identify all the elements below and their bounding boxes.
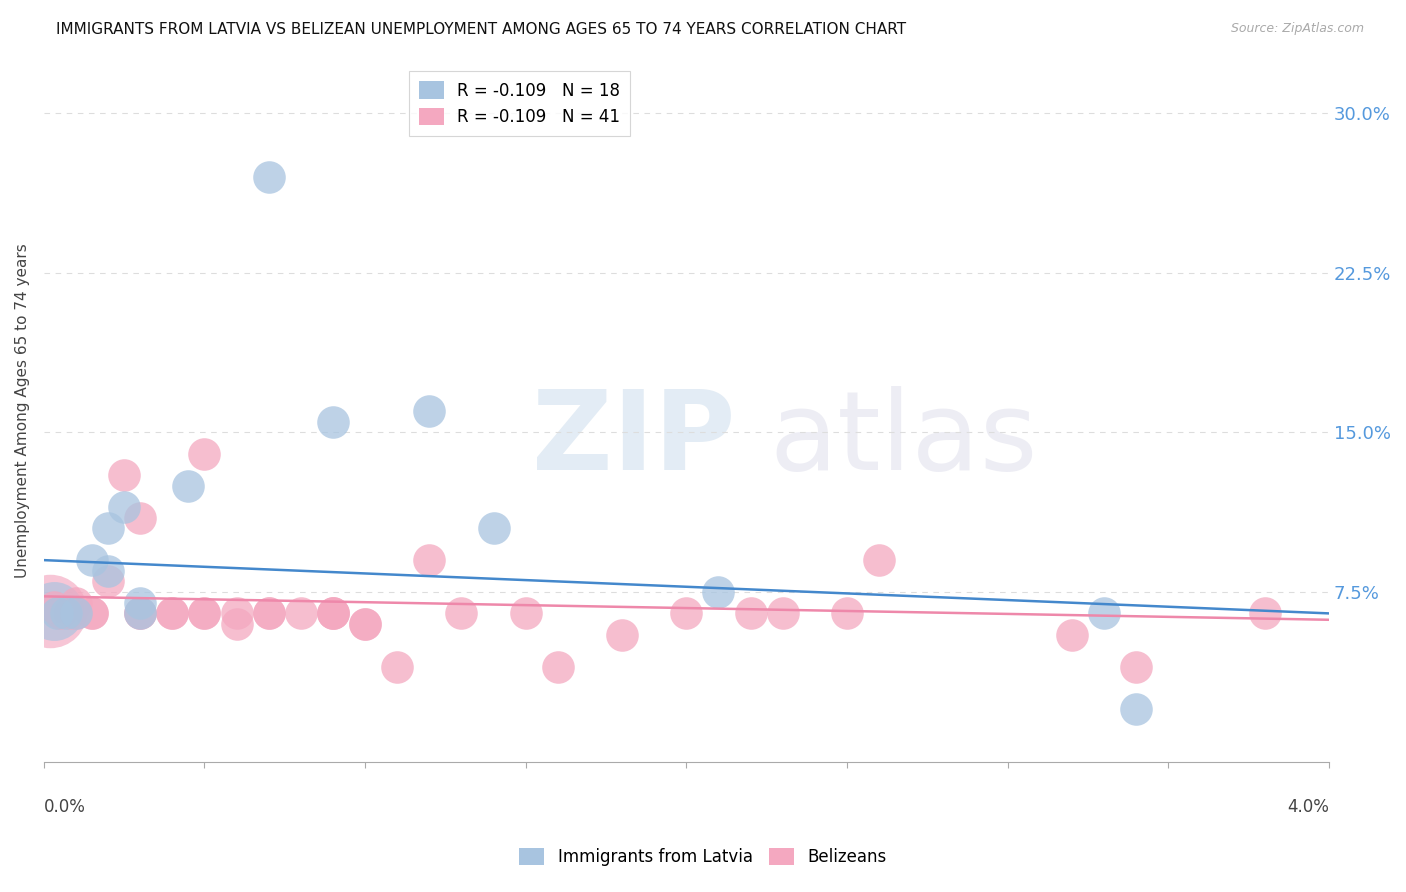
Point — [193, 607, 215, 621]
Text: atlas: atlas — [770, 385, 1039, 492]
Point — [322, 607, 344, 621]
Point — [39, 604, 62, 618]
Point — [387, 659, 409, 673]
Point — [42, 604, 65, 618]
Text: 0.0%: 0.0% — [44, 797, 86, 815]
Point — [129, 510, 152, 524]
Point — [1125, 659, 1147, 673]
Point — [225, 617, 247, 632]
Point — [112, 500, 135, 514]
Point — [129, 607, 152, 621]
Point — [129, 607, 152, 621]
Point — [322, 415, 344, 429]
Point — [97, 521, 120, 535]
Point — [129, 596, 152, 610]
Point — [65, 607, 87, 621]
Point — [418, 404, 440, 418]
Point — [1092, 607, 1115, 621]
Text: Source: ZipAtlas.com: Source: ZipAtlas.com — [1230, 22, 1364, 36]
Point — [55, 607, 77, 621]
Point — [322, 607, 344, 621]
Point — [225, 607, 247, 621]
Point — [772, 607, 794, 621]
Point — [1060, 628, 1083, 642]
Point — [97, 574, 120, 589]
Point — [354, 617, 377, 632]
Point — [450, 607, 472, 621]
Point — [80, 607, 103, 621]
Point — [193, 607, 215, 621]
Point — [707, 585, 730, 599]
Text: 4.0%: 4.0% — [1286, 797, 1329, 815]
Point — [1253, 607, 1275, 621]
Point — [58, 607, 80, 621]
Point — [482, 521, 505, 535]
Point — [322, 607, 344, 621]
Point — [354, 617, 377, 632]
Point — [65, 596, 87, 610]
Point — [675, 607, 697, 621]
Point — [290, 607, 312, 621]
Point — [257, 607, 280, 621]
Point — [65, 607, 87, 621]
Y-axis label: Unemployment Among Ages 65 to 74 years: Unemployment Among Ages 65 to 74 years — [15, 244, 30, 578]
Legend: R = -0.109   N = 18, R = -0.109   N = 41: R = -0.109 N = 18, R = -0.109 N = 41 — [409, 71, 630, 136]
Point — [162, 607, 184, 621]
Point — [45, 607, 67, 621]
Point — [610, 628, 633, 642]
Point — [112, 467, 135, 482]
Text: ZIP: ZIP — [531, 385, 735, 492]
Point — [177, 478, 200, 492]
Point — [42, 599, 65, 614]
Point — [49, 607, 72, 621]
Point — [868, 553, 890, 567]
Point — [80, 553, 103, 567]
Point — [740, 607, 762, 621]
Point — [515, 607, 537, 621]
Point — [1125, 702, 1147, 716]
Point — [418, 553, 440, 567]
Point — [80, 607, 103, 621]
Point — [257, 169, 280, 184]
Point — [97, 564, 120, 578]
Point — [129, 607, 152, 621]
Point — [257, 607, 280, 621]
Point — [162, 607, 184, 621]
Text: IMMIGRANTS FROM LATVIA VS BELIZEAN UNEMPLOYMENT AMONG AGES 65 TO 74 YEARS CORREL: IMMIGRANTS FROM LATVIA VS BELIZEAN UNEMP… — [56, 22, 907, 37]
Point — [547, 659, 569, 673]
Legend: Immigrants from Latvia, Belizeans: Immigrants from Latvia, Belizeans — [513, 841, 893, 873]
Point — [835, 607, 858, 621]
Point — [193, 447, 215, 461]
